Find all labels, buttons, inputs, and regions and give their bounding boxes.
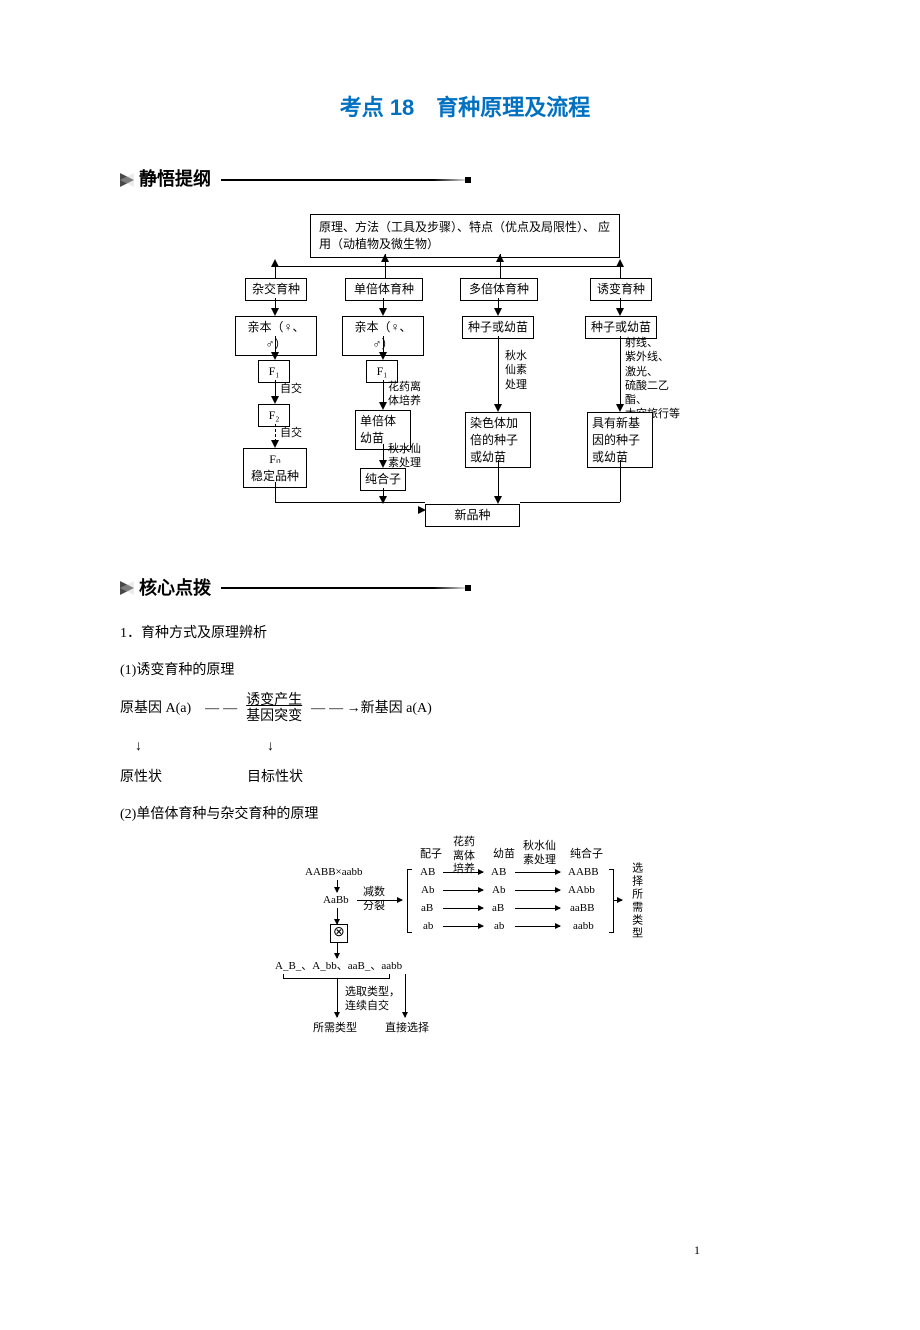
colchicine-1: 秋水仙 素处理 (388, 442, 421, 471)
divider-line (221, 587, 471, 589)
header-gamete: 配子 (420, 848, 442, 861)
top-box: 原理、方法（工具及步骤）、特点（优点及局限性）、 应用（动植物及微生物） (310, 214, 620, 258)
section-header-2: 核心点拨 (120, 574, 810, 603)
haploid-breeding: 单倍体育种 (345, 278, 423, 301)
seedling-1: Ab (492, 884, 505, 897)
section-header-1: 静悟提纲 (120, 165, 810, 194)
seedling-0: AB (491, 866, 506, 879)
anther-culture-label: 花药离 体培养 (388, 380, 421, 409)
new-variety: 新品种 (425, 504, 520, 527)
page-title: 考点 18 育种原理及流程 (120, 90, 810, 125)
gamete-1: Ab (421, 884, 434, 897)
meiosis-label: 减数 分裂 (363, 886, 385, 912)
formula-left: 原基因 A(a) — (120, 698, 219, 720)
header-colchicine: 秋水仙 素处理 (523, 840, 556, 866)
section-title-2: 核心点拨 (139, 574, 211, 603)
body-item-1-2: (2)单倍体育种与杂交育种的原理 (120, 804, 810, 826)
triangle-icon (120, 173, 134, 187)
gamete-3: ab (423, 920, 433, 933)
self-cross-2: 自交 (280, 426, 302, 440)
formula-right: — →新基因 a(A) (329, 698, 432, 720)
select-continue-label: 选取类型， 连续自交 (345, 986, 400, 1012)
seedling-2: aB (492, 902, 504, 915)
f2-box: F₂ (258, 404, 290, 427)
header-pure: 纯合子 (570, 848, 603, 861)
body-item-1: 1．育种方式及原理辨析 (120, 623, 810, 645)
mutation-breeding: 诱变育种 (590, 278, 652, 301)
down-arrow-icon: ↓ (267, 736, 274, 758)
polyploid-breeding: 多倍体育种 (460, 278, 538, 301)
gamete-0: AB (420, 866, 435, 879)
cross-parents: AABB×aabb (305, 866, 363, 879)
header-seedling: 幼苗 (493, 848, 515, 861)
mutagens-label: 射线、 紫外线、 激光、 硫酸二乙酯、 太空旅行等 (625, 336, 690, 422)
gamete-2: aB (421, 902, 433, 915)
frac-bot: 基因突变 (246, 709, 302, 726)
frac-top: 诱变产生 (246, 693, 302, 710)
parents-1: 亲本（♀、♂） (235, 316, 317, 356)
section-title-1: 静悟提纲 (139, 165, 211, 194)
header-culture: 花药 离体 培养 (453, 836, 475, 876)
hybrid-breeding: 杂交育种 (245, 278, 307, 301)
down-arrow-icon: ↓ (135, 736, 142, 758)
pure-0: AABB (568, 866, 599, 879)
body-item-1-1: (1)诱变育种的原理 (120, 660, 810, 682)
pure-1: AAbb (568, 884, 595, 897)
f1-box-1: F₁ (258, 360, 290, 383)
divider-line (221, 179, 471, 181)
bottom-genotypes: A_B_、A_bb、aaB_、aabb (275, 960, 402, 973)
breeding-flowchart: 原理、方法（工具及步骤）、特点（优点及局限性）、 应用（动植物及微生物） 杂交育… (240, 214, 690, 544)
haploid-cross-diagram: 配子 花药 离体 培养 幼苗 秋水仙 素处理 纯合子 AABB×aabb AaB… (275, 836, 655, 1056)
pure-2: aaBB (570, 902, 594, 915)
direct-select: 直接选择 (385, 1022, 429, 1035)
target-trait: 目标性状 (247, 767, 303, 789)
seedling-3: ab (494, 920, 504, 933)
f1-genotype: AaBb (323, 894, 349, 907)
pure-3: aabb (573, 920, 594, 933)
self-cross-1: 自交 (280, 382, 302, 396)
mutation-formula: 原基因 A(a) — — 诱变产生 基因突变 — — →新基因 a(A) (120, 693, 810, 727)
triangle-icon (120, 581, 134, 595)
original-trait: 原性状 (120, 767, 162, 789)
colchicine-2: 秋水 仙素 处理 (505, 349, 527, 392)
self-cross-symbol: ⊗ (330, 924, 348, 943)
desired-type: 所需类型 (313, 1022, 357, 1035)
page-number: 1 (694, 1241, 700, 1260)
select-type-label: 选择所需类型 (627, 862, 645, 940)
